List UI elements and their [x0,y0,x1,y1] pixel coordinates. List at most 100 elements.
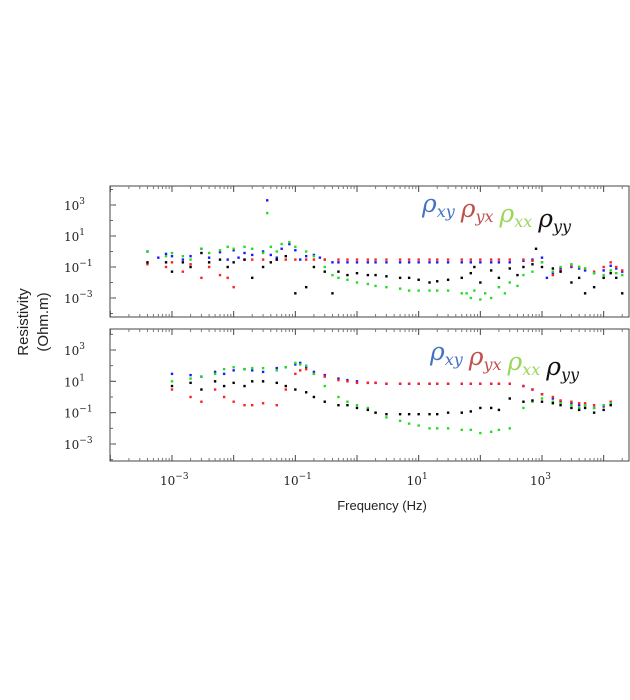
data-point-yx [497,382,501,385]
data-point-yx [164,265,168,269]
data-point-xy [237,256,240,259]
data-point-xy [304,254,308,258]
data-point-yx [275,403,278,407]
y-tick-label: 103 [64,197,85,213]
x-tick-label: 103 [530,472,551,488]
y-axis-label-line1: Resistivity [15,288,32,356]
data-point-xx [366,282,370,286]
data-point-yy [497,276,501,280]
data-point-yx [570,400,573,403]
data-point-xx [446,427,450,430]
data-point-xx [497,428,501,432]
data-point-xx [331,273,334,277]
data-point-yx [508,258,511,261]
data-point-xy [570,265,573,269]
data-point-yy [304,391,308,394]
data-point-yx [460,382,463,385]
data-point-xy [164,252,168,256]
data-point-yx [323,375,326,378]
data-point-xy [577,267,581,270]
data-point-xx [489,430,493,434]
data-point-yx [540,393,544,396]
data-point-xx [417,424,420,427]
data-point-xx [460,428,463,432]
data-point-xx [385,416,388,419]
bottom-panel: 10−3 10−1 101 103 10−3 10−1 101 103 [64,328,630,488]
data-point-xx [583,403,587,407]
data-point-yy [479,281,482,284]
data-point-yx [170,261,174,264]
data-point-yx [385,382,388,385]
data-point-yy [200,251,203,255]
data-point-yy [489,269,493,272]
data-point-xx [398,287,402,290]
data-point-xx [489,296,493,300]
data-point-yx [522,258,525,261]
data-point-xx [465,292,468,295]
data-point-yy [428,281,431,284]
data-point-xx [540,397,544,400]
data-point-yy [385,275,388,278]
top-panel-points [146,199,624,301]
data-point-xx [551,400,555,403]
data-point-xy [446,261,450,264]
data-point-yx [222,395,226,399]
data-point-xy [331,261,334,264]
data-point-xx [294,245,297,249]
data-point-xx [366,406,370,410]
data-point-yx [374,381,377,385]
y-tick-label: 10−1 [64,259,93,275]
data-point-yx [602,265,605,269]
data-point-xx [323,384,326,388]
data-point-yy [460,276,463,280]
data-point-xy [304,365,308,369]
data-point-yx [207,265,211,269]
data-point-yx [261,402,265,405]
data-point-xx [497,285,501,289]
data-point-xy [288,242,291,246]
data-point-yy [346,403,349,407]
data-point-yy [621,292,624,295]
data-point-yx [294,258,297,261]
data-point-yy [609,271,612,275]
data-point-yy [251,276,254,280]
legend-entry-yx: ρ [468,342,484,371]
data-point-xy [545,276,549,280]
data-point-xx [355,281,359,284]
data-point-xx [531,270,534,273]
data-point-yy [602,408,605,412]
data-point-yy [551,267,555,270]
data-point-yx [337,378,340,382]
data-point-xx [473,289,476,292]
legend-entry-xx: ρ [507,347,523,376]
data-point-xx [531,400,534,403]
data-point-xx [615,271,618,275]
data-point-yx [312,258,316,261]
data-point-yx [508,382,511,385]
data-point-xx [540,261,544,264]
data-point-yy [213,380,217,383]
data-point-xy [207,256,211,259]
data-point-xx [275,250,278,253]
data-point-yx [417,258,420,261]
data-point-yy [417,278,420,281]
data-point-yx [469,382,472,385]
data-point-xy [243,251,246,255]
data-point-yy [226,265,229,269]
data-point-yy [398,276,402,280]
data-point-yx [218,273,222,277]
data-point-yy [446,278,450,281]
data-point-xy [570,402,573,405]
data-point-xy [417,261,420,264]
data-point-yx [200,276,203,280]
data-point-xx [251,366,254,370]
data-point-xy [299,361,302,365]
data-point-yy [531,263,534,266]
data-point-yy [417,412,420,416]
data-point-yy [508,397,511,400]
data-point-yx [417,382,420,385]
data-point-yx [200,400,203,403]
data-point-yy [189,265,192,269]
data-point-xy [577,403,581,407]
data-point-xy [213,370,217,374]
